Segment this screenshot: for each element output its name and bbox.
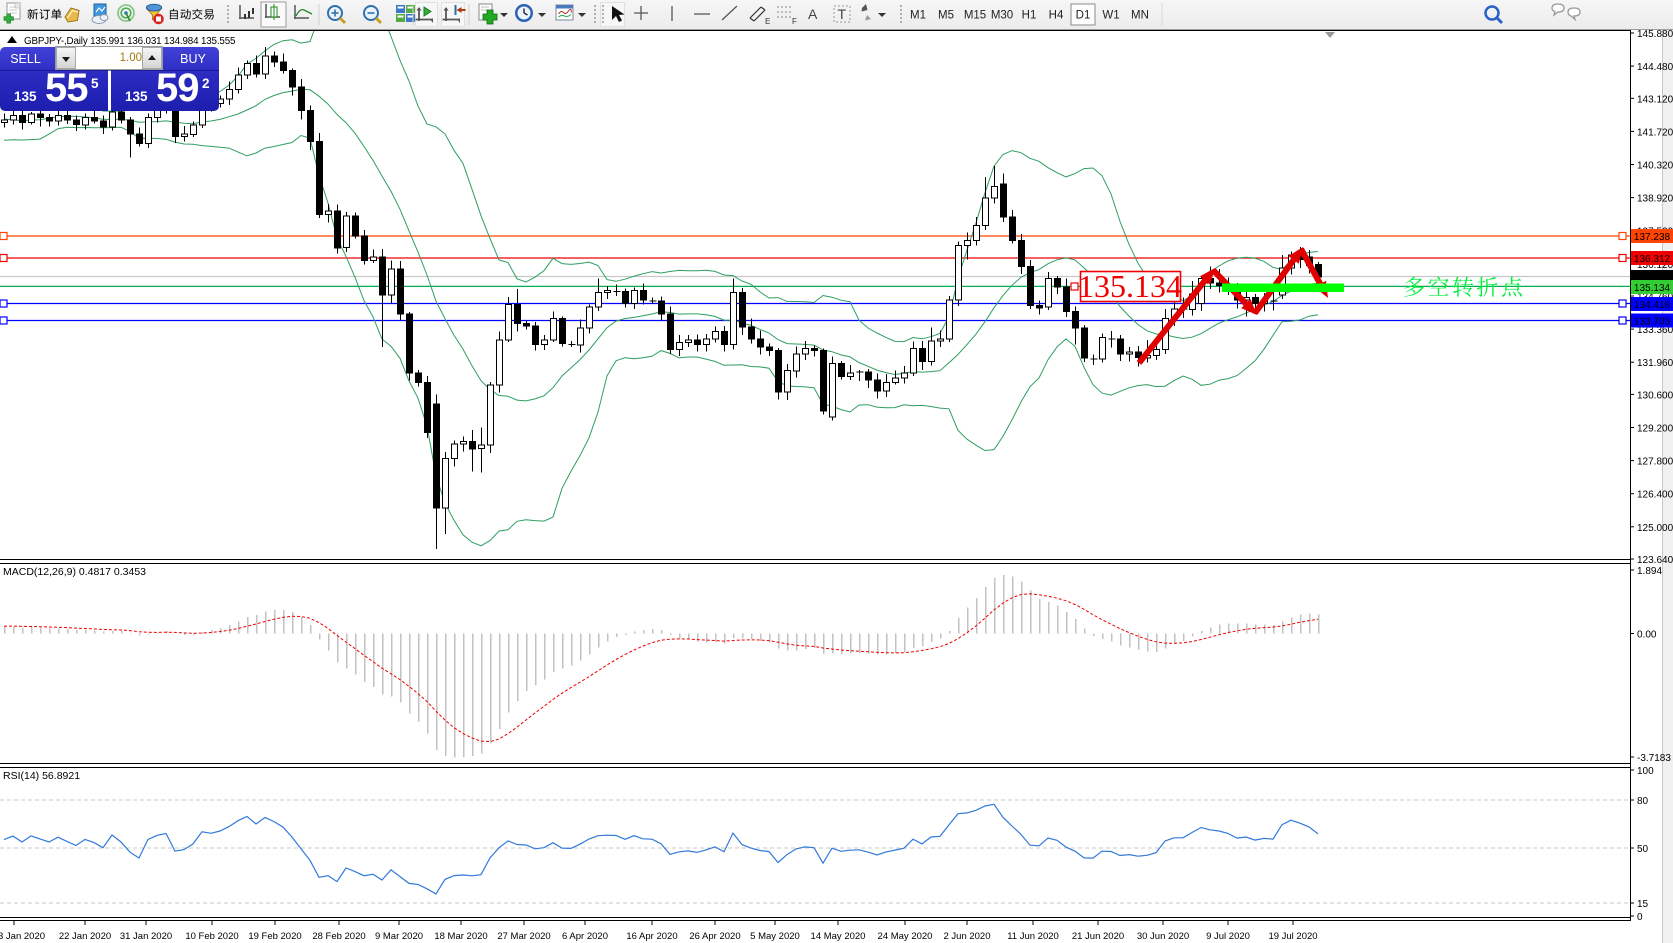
svg-text:19 Jul 2020: 19 Jul 2020 <box>1268 931 1317 942</box>
svg-text:145.880: 145.880 <box>1637 29 1673 40</box>
svg-text:E: E <box>765 17 770 26</box>
svg-text:50: 50 <box>1637 844 1649 855</box>
svg-text:9 Jul 2020: 9 Jul 2020 <box>1206 931 1250 942</box>
svg-text:11 Jun 2020: 11 Jun 2020 <box>1007 931 1059 942</box>
svg-text:-3.7183: -3.7183 <box>1637 753 1671 764</box>
svg-text:133.360: 133.360 <box>1637 325 1673 336</box>
svg-text:0: 0 <box>1637 912 1643 923</box>
svg-text:MN: MN <box>1131 10 1149 22</box>
svg-text:2 Jun 2020: 2 Jun 2020 <box>943 931 990 942</box>
svg-text:0.00: 0.00 <box>1637 630 1657 641</box>
svg-text:31 Jan 2020: 31 Jan 2020 <box>120 931 172 942</box>
svg-text:F: F <box>792 17 797 26</box>
svg-text:M1: M1 <box>910 10 926 22</box>
svg-text:10 Feb 2020: 10 Feb 2020 <box>185 931 238 942</box>
svg-text:21 Jun 2020: 21 Jun 2020 <box>1072 931 1124 942</box>
svg-text:A: A <box>808 6 818 22</box>
svg-text:141.720: 141.720 <box>1637 127 1673 138</box>
svg-text:100: 100 <box>1637 766 1654 777</box>
svg-text:127.800: 127.800 <box>1637 457 1673 468</box>
svg-text:D1: D1 <box>1076 10 1091 22</box>
svg-text:136.312: 136.312 <box>1634 254 1671 265</box>
svg-text:26 Apr 2020: 26 Apr 2020 <box>689 931 740 942</box>
svg-text:28 Feb 2020: 28 Feb 2020 <box>312 931 365 942</box>
svg-text:135.134: 135.134 <box>1634 283 1671 294</box>
svg-text:143.120: 143.120 <box>1637 94 1673 105</box>
svg-text:H4: H4 <box>1049 10 1064 22</box>
svg-text:138.920: 138.920 <box>1637 194 1673 205</box>
svg-text:15: 15 <box>1637 899 1649 910</box>
svg-text:134.418: 134.418 <box>1634 300 1671 311</box>
svg-text:144.480: 144.480 <box>1637 62 1673 73</box>
svg-text:24 May 2020: 24 May 2020 <box>878 931 933 942</box>
svg-text:M30: M30 <box>991 10 1013 22</box>
svg-text:133.703: 133.703 <box>1634 317 1671 328</box>
svg-text:140.320: 140.320 <box>1637 161 1673 172</box>
svg-text:5 May 2020: 5 May 2020 <box>750 931 800 942</box>
svg-text:126.400: 126.400 <box>1637 490 1673 501</box>
svg-text:6 Apr 2020: 6 Apr 2020 <box>562 931 608 942</box>
svg-text:14 May 2020: 14 May 2020 <box>811 931 866 942</box>
svg-text:22 Jan 2020: 22 Jan 2020 <box>59 931 111 942</box>
svg-text:1.894: 1.894 <box>1637 566 1662 577</box>
svg-text:H1: H1 <box>1022 10 1037 22</box>
svg-text:123.640: 123.640 <box>1637 555 1673 566</box>
svg-text:125.000: 125.000 <box>1637 523 1673 534</box>
svg-text:T: T <box>838 6 847 22</box>
svg-text:W1: W1 <box>1102 10 1119 22</box>
svg-text:19 Feb 2020: 19 Feb 2020 <box>248 931 301 942</box>
svg-text:80: 80 <box>1637 796 1649 807</box>
svg-text:135.555: 135.555 <box>1634 273 1671 284</box>
svg-text:MACD(12,26,9) 0.4817 0.3453: MACD(12,26,9) 0.4817 0.3453 <box>3 566 146 578</box>
svg-text:M5: M5 <box>938 10 954 22</box>
svg-text:131.960: 131.960 <box>1637 358 1673 369</box>
svg-text:16 Apr 2020: 16 Apr 2020 <box>626 931 677 942</box>
svg-text:M15: M15 <box>964 10 986 22</box>
svg-text:137.238: 137.238 <box>1634 232 1671 243</box>
svg-text:9 Mar 2020: 9 Mar 2020 <box>375 931 423 942</box>
svg-text:136.120: 136.120 <box>1637 260 1673 271</box>
svg-text:135.134: 135.134 <box>1078 268 1182 304</box>
svg-text:18 Mar 2020: 18 Mar 2020 <box>434 931 487 942</box>
svg-text:130.600: 130.600 <box>1637 390 1673 401</box>
svg-text:30 Jun 2020: 30 Jun 2020 <box>1137 931 1189 942</box>
svg-text:129.200: 129.200 <box>1637 424 1673 435</box>
svg-text:3 Jan 2020: 3 Jan 2020 <box>0 931 45 942</box>
svg-text:GBPJPY-,Daily 135.991 136.031: GBPJPY-,Daily 135.991 136.031 134.984 13… <box>24 36 236 47</box>
svg-text:27 Mar 2020: 27 Mar 2020 <box>497 931 550 942</box>
svg-text:RSI(14) 56.8921: RSI(14) 56.8921 <box>3 770 80 782</box>
